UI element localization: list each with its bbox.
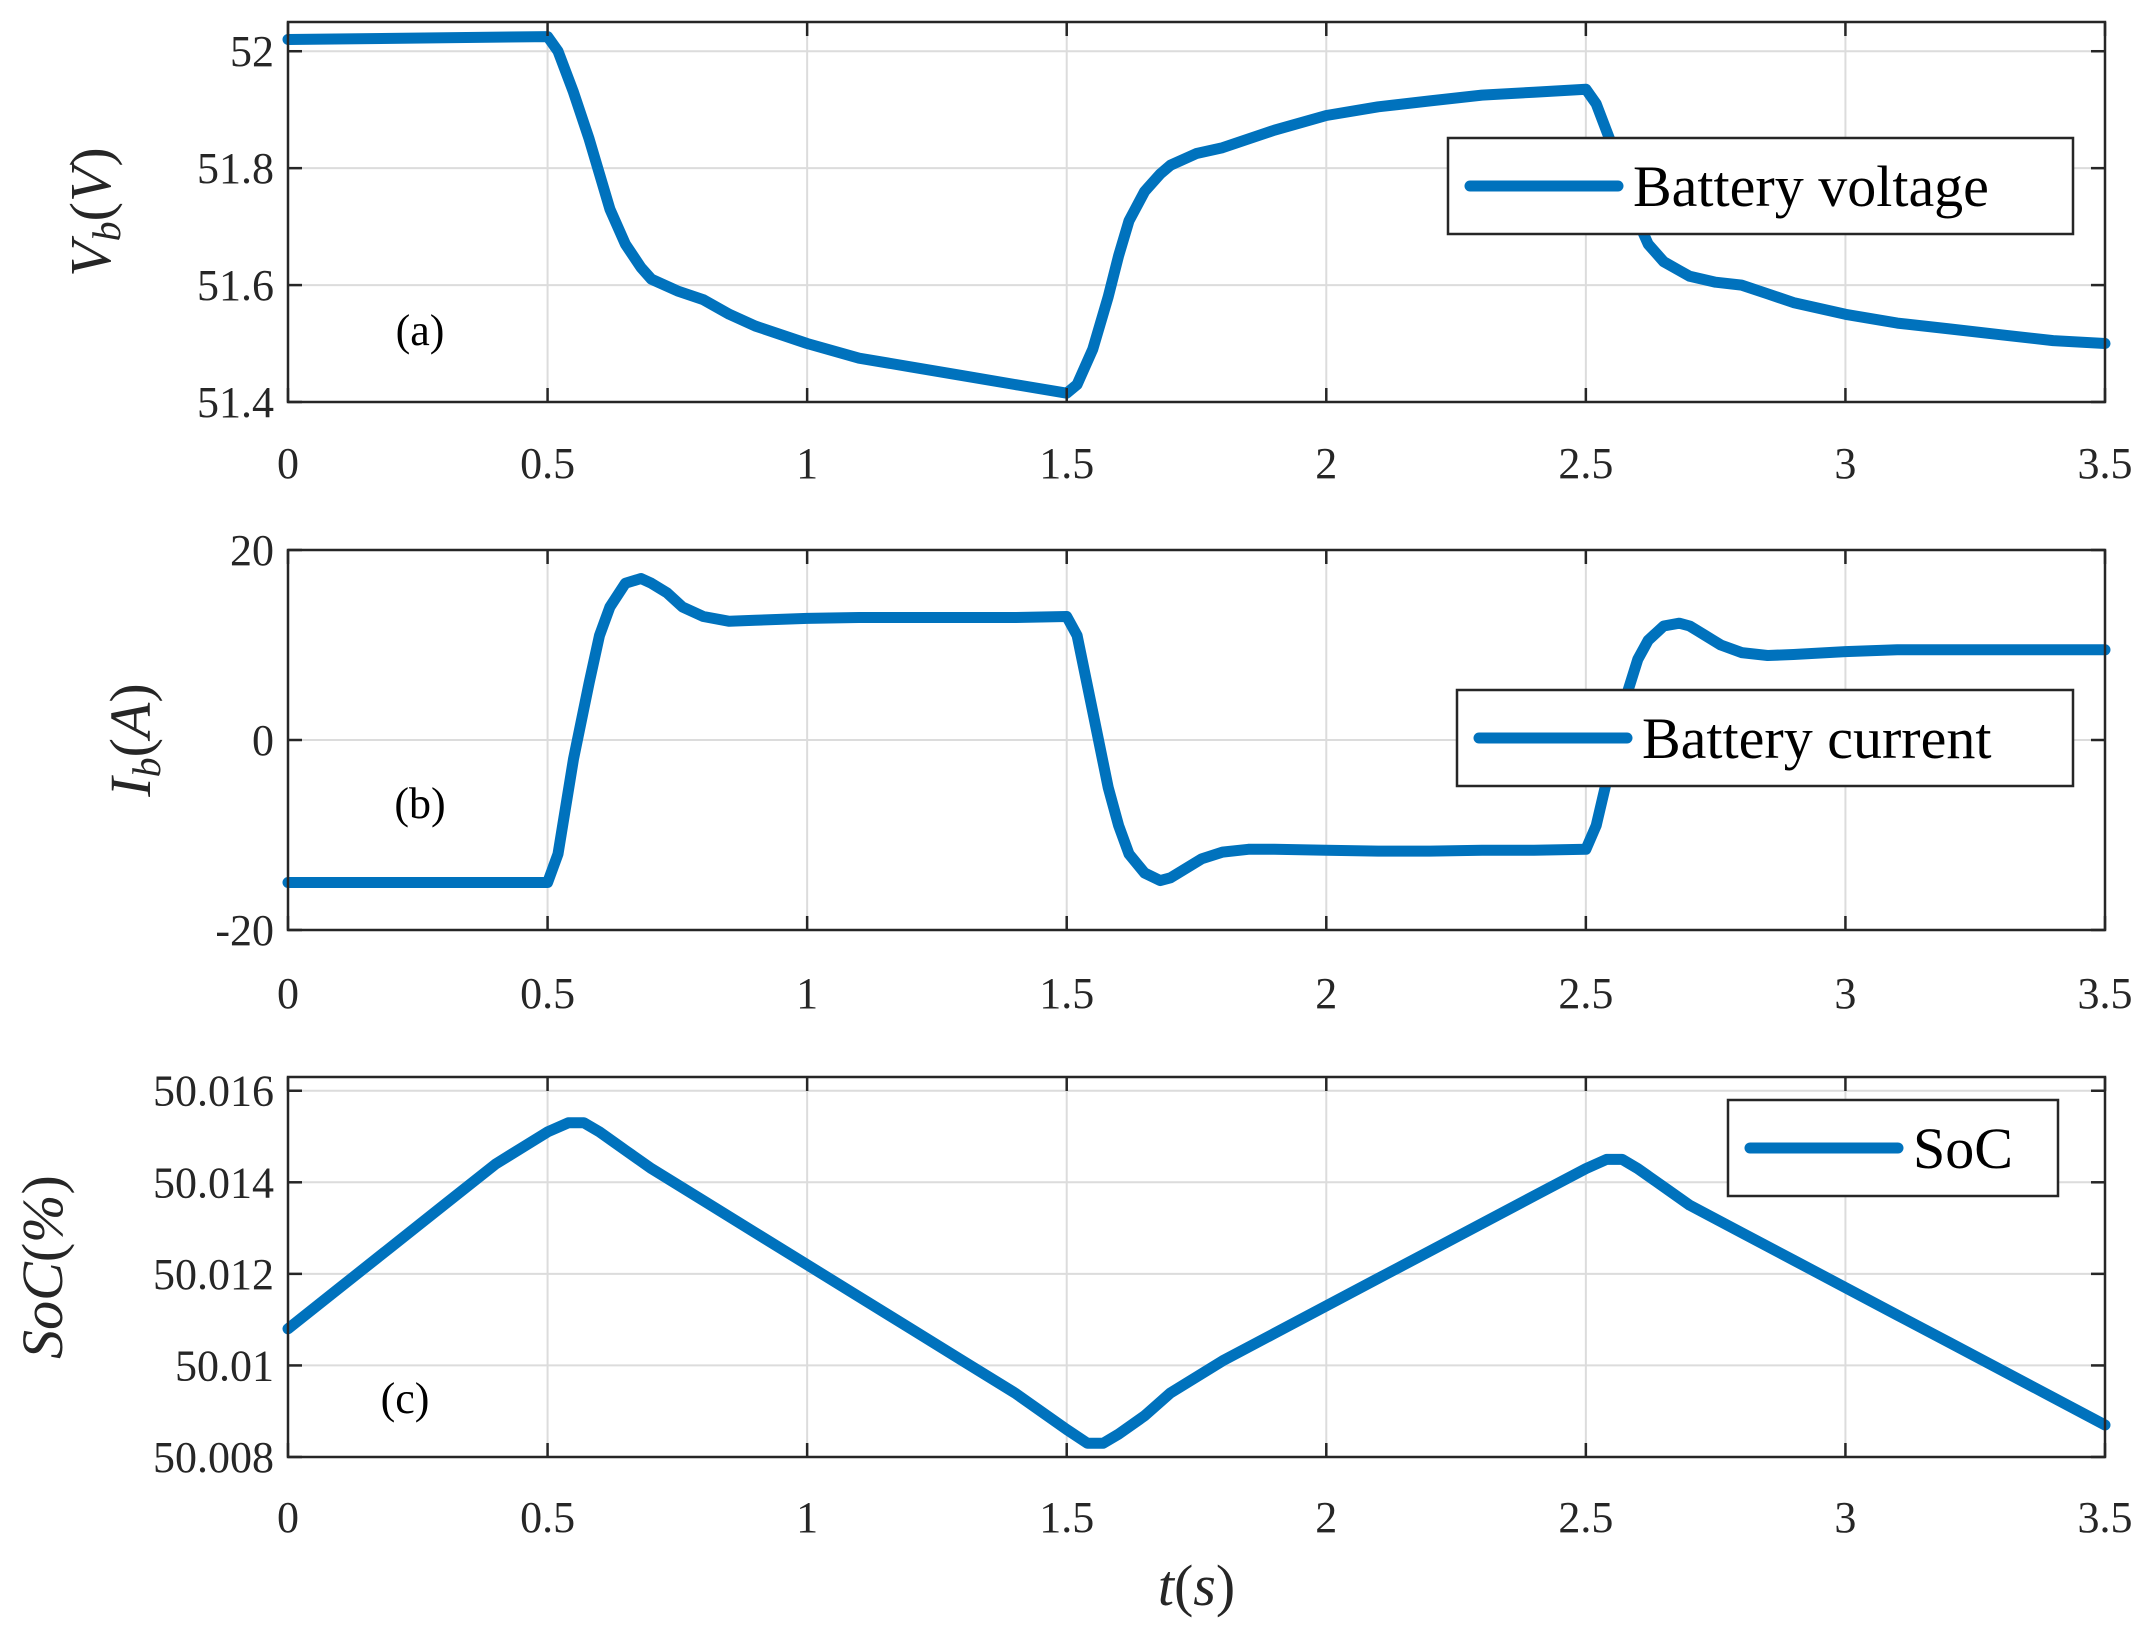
y-tick-label: 50.016	[153, 1067, 274, 1116]
y-axis-label: Ib(A)	[98, 683, 169, 797]
y-axis-label-main: V	[58, 235, 123, 277]
y-axis-label-main: I	[98, 775, 163, 798]
panel-label: (a)	[396, 306, 445, 355]
legend-entry: Battery voltage	[1633, 154, 1989, 219]
series-line-1	[282, 31, 2111, 399]
x-tick-label: 1	[796, 439, 818, 488]
y-axis-label-paren: )	[98, 683, 163, 702]
y-tick-label: 50.01	[175, 1341, 274, 1390]
legend-entry: Battery current	[1642, 706, 1991, 771]
x-tick-label: 3	[1834, 1493, 1856, 1542]
x-tick-label: 2.5	[1558, 439, 1613, 488]
x-tick-label: 1.5	[1039, 969, 1094, 1018]
x-tick-label: 2	[1315, 1493, 1337, 1542]
x-tick-label: 1	[796, 969, 818, 1018]
y-axis-label-unit: %	[10, 1194, 75, 1242]
x-tick-label: 3	[1834, 969, 1856, 1018]
x-tick-label: 1.5	[1039, 1493, 1094, 1542]
y-tick-label: 51.6	[197, 261, 274, 310]
x-tick-label: 2.5	[1558, 969, 1613, 1018]
y-tick-label: 50.014	[153, 1158, 274, 1207]
x-tick-label: 3.5	[2078, 1493, 2133, 1542]
y-axis-label-unit: V	[58, 160, 123, 202]
y-tick-label: 52	[230, 27, 274, 76]
y-axis-label-sub: b	[84, 221, 129, 241]
legend: SoC	[1726, 1098, 2060, 1198]
x-tick-label: 3.5	[2078, 439, 2133, 488]
y-axis-label-sub: b	[124, 757, 169, 777]
chart-panel-1: 0 0.5 1 1.5 2 2.5 3 3.551.451.651.852Vb(V)(a)Ba…	[58, 20, 2133, 488]
y-axis-label-unit: A	[98, 702, 163, 742]
y-tick-label: 50.008	[153, 1433, 274, 1482]
x-tick-label: 0	[277, 969, 299, 1018]
x-tick-label: 0	[277, 1493, 299, 1542]
y-axis-label: SoC(%)	[10, 1175, 75, 1359]
x-tick-label: 2	[1315, 439, 1337, 488]
y-tick-label: -20	[215, 906, 274, 955]
chart-panel-3: 0 0.5 1 1.5 2 2.5 3 3.5 50.008 50.01 50.012 50.014 5…	[10, 1067, 2133, 1618]
y-tick-label: 51.4	[197, 378, 274, 427]
x-tick-label: 3.5	[2078, 969, 2133, 1018]
x-axis-label: t(s)	[1158, 1553, 1235, 1618]
x-tick-label: 0	[277, 439, 299, 488]
y-axis-label-main: SoC	[10, 1261, 75, 1359]
y-axis-label: Vb(V)	[58, 147, 129, 277]
legend: Battery voltage	[1446, 136, 2075, 236]
y-tick-label: 50.012	[153, 1250, 274, 1299]
y-axis-label-paren: )	[10, 1175, 75, 1194]
x-axis-label-paren: (	[1174, 1553, 1193, 1618]
legend: Battery current	[1455, 688, 2075, 788]
axes-box	[286, 1075, 2107, 1459]
x-tick-label: 2.5	[1558, 1493, 1613, 1542]
series-line-2	[282, 573, 2111, 888]
y-tick-label: 0	[252, 716, 274, 765]
x-tick-label: 0.5	[520, 439, 575, 488]
axes-box	[286, 20, 2107, 404]
x-tick-label: 0.5	[520, 1493, 575, 1542]
y-tick-label: 51.8	[197, 144, 274, 193]
y-tick-label: 20	[230, 526, 274, 575]
x-tick-label: 1.5	[1039, 439, 1094, 488]
panel-label: (b)	[394, 779, 445, 828]
x-tick-label: 1	[796, 1493, 818, 1542]
panel-label: (c)	[381, 1374, 430, 1423]
x-tick-label: 3	[1834, 439, 1856, 488]
x-tick-label: 0.5	[520, 969, 575, 1018]
y-axis-label-paren: )	[58, 147, 123, 166]
x-axis-label-unit: s	[1193, 1553, 1216, 1618]
y-axis-label-paren: (	[10, 1243, 75, 1262]
x-axis-label-main: t	[1158, 1553, 1176, 1618]
y-axis-label-paren: (	[58, 202, 123, 221]
x-axis-label-paren: )	[1216, 1553, 1235, 1618]
series-line-3	[282, 1117, 2111, 1449]
y-axis-label-paren: (	[98, 738, 163, 757]
legend-entry: SoC	[1913, 1116, 2013, 1181]
x-tick-label: 2	[1315, 969, 1337, 1018]
